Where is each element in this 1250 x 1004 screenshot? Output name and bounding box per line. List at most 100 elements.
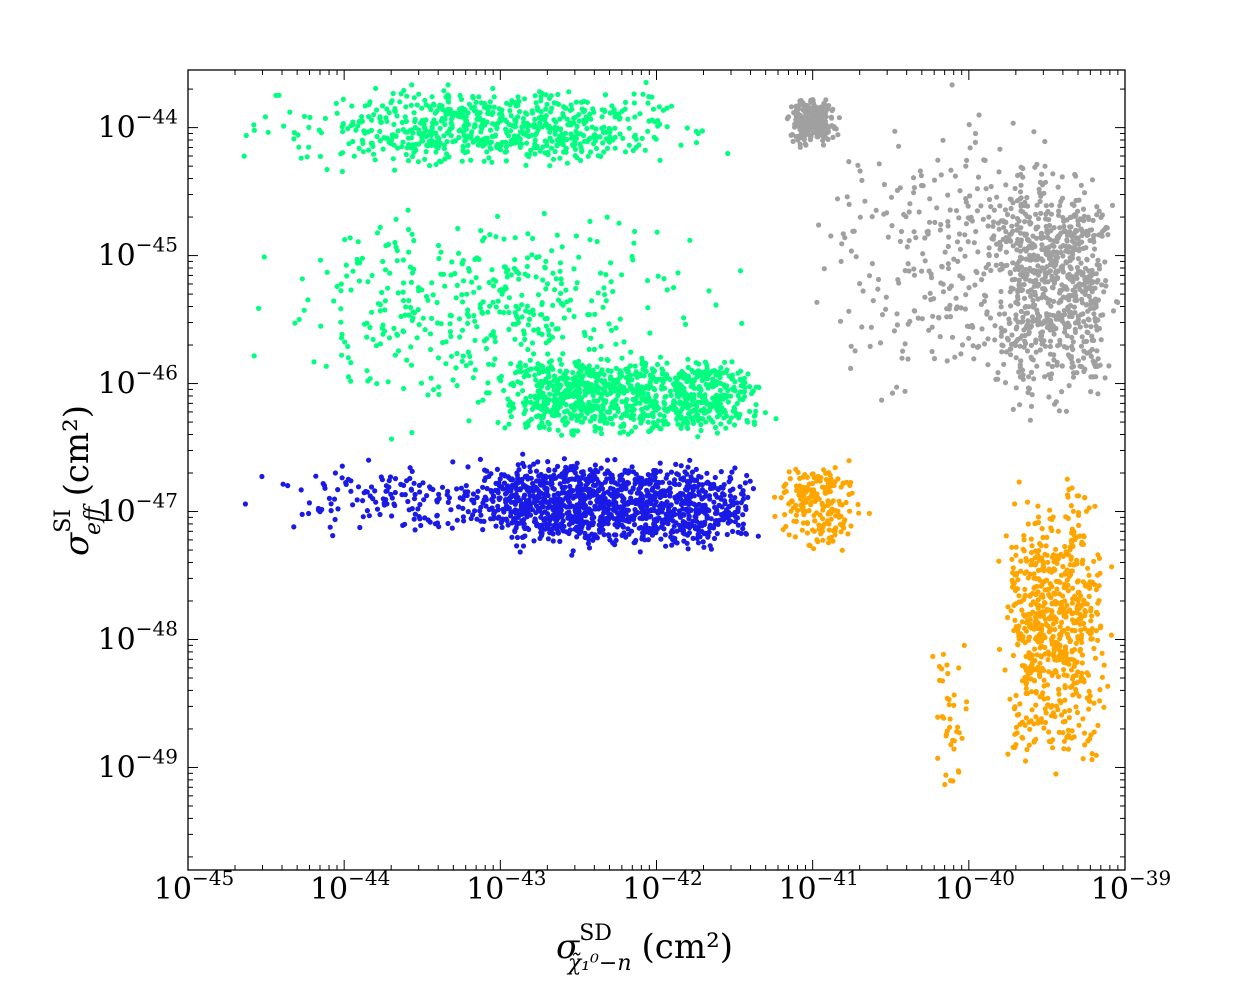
point-series-2-cluster-1 [596, 522, 602, 528]
point-series-0-cluster-2 [526, 373, 532, 379]
point-series-0-cluster-1 [406, 249, 412, 255]
point-series-1-cluster-2 [1008, 341, 1015, 347]
point-series-0-cluster-2 [682, 394, 688, 401]
point-series-2-cluster-1 [673, 461, 679, 467]
point-series-2-cluster-1 [558, 521, 565, 527]
point-series-1-cluster-2 [1019, 333, 1025, 339]
point-series-0-cluster-1 [347, 235, 353, 241]
point-series-0-cluster-2 [591, 416, 597, 422]
point-series-2-cluster-0 [298, 487, 304, 493]
point-series-3-cluster-0 [825, 540, 832, 546]
point-series-1-cluster-2 [1027, 278, 1033, 284]
point-series-1-cluster-2 [1079, 282, 1086, 288]
point-series-1-cluster-1 [962, 232, 968, 238]
point-series-1-cluster-2 [1077, 363, 1083, 369]
point-series-0-cluster-0 [433, 130, 439, 136]
point-series-3-cluster-0 [848, 523, 854, 529]
point-series-2-cluster-0 [468, 515, 474, 522]
point-series-0-cluster-2 [566, 385, 573, 391]
point-series-2-cluster-1 [492, 509, 498, 515]
point-series-1-cluster-2 [1088, 269, 1094, 275]
point-series-0-cluster-0 [626, 125, 632, 131]
point-series-0-cluster-1 [348, 378, 354, 384]
point-series-2-cluster-0 [470, 491, 476, 497]
point-series-0-cluster-2 [726, 419, 732, 425]
point-series-2-cluster-1 [533, 510, 539, 516]
point-series-1-cluster-1 [945, 261, 951, 267]
point-series-2-cluster-1 [677, 514, 684, 520]
point-series-1-cluster-2 [1034, 363, 1040, 369]
point-series-2-cluster-1 [517, 549, 523, 555]
point-series-1-cluster-0 [830, 134, 836, 140]
point-series-0-cluster-0 [554, 143, 560, 149]
point-series-1-cluster-2 [1075, 208, 1081, 214]
point-series-1-cluster-2 [1092, 359, 1098, 365]
point-series-1-cluster-2 [1047, 318, 1054, 324]
point-series-1-cluster-2 [1035, 263, 1041, 269]
point-series-0-cluster-2 [521, 410, 527, 417]
point-series-1-cluster-2 [1089, 346, 1095, 353]
point-series-0-cluster-1 [404, 357, 410, 363]
point-series-0-cluster-0 [588, 149, 594, 155]
point-series-0-cluster-2 [718, 421, 724, 427]
point-series-0-cluster-0 [572, 153, 578, 159]
point-series-0-cluster-1 [664, 287, 670, 293]
point-series-0-cluster-0 [304, 154, 310, 160]
point-series-2-cluster-1 [695, 510, 702, 516]
point-series-0-cluster-1 [354, 256, 360, 262]
point-series-0-cluster-2 [583, 383, 589, 389]
point-series-1-cluster-1 [913, 235, 919, 241]
point-series-0-cluster-2 [615, 380, 621, 386]
point-series-2-cluster-0 [374, 506, 381, 512]
point-series-2-cluster-1 [559, 512, 566, 518]
point-series-1-cluster-1 [828, 233, 834, 239]
point-series-0-cluster-1 [508, 361, 514, 367]
point-series-0-cluster-2 [506, 421, 512, 427]
point-series-1-cluster-2 [995, 370, 1001, 376]
point-series-2-cluster-1 [621, 530, 627, 536]
point-series-0-cluster-1 [589, 298, 595, 304]
point-series-0-cluster-1 [450, 377, 456, 383]
point-series-0-cluster-2 [694, 403, 700, 410]
point-series-0-cluster-0 [457, 127, 463, 133]
point-series-1-cluster-1 [988, 267, 994, 274]
point-series-0-cluster-2 [681, 372, 687, 378]
point-series-0-cluster-1 [550, 302, 556, 308]
point-series-1-cluster-1 [889, 223, 895, 229]
point-series-0-cluster-0 [551, 100, 557, 106]
point-series-0-cluster-0 [418, 120, 424, 126]
point-series-0-cluster-2 [734, 400, 740, 407]
point-series-0-cluster-1 [392, 239, 398, 246]
point-series-0-cluster-0 [518, 141, 525, 147]
point-series-0-cluster-2 [608, 404, 614, 411]
point-series-1-cluster-2 [1094, 348, 1100, 354]
point-series-1-cluster-2 [1047, 252, 1053, 258]
point-series-0-cluster-0 [639, 135, 645, 141]
point-series-1-cluster-2 [1073, 173, 1079, 179]
point-series-0-cluster-2 [694, 368, 701, 375]
point-series-0-cluster-0 [490, 121, 496, 127]
point-series-1-cluster-2 [1024, 348, 1031, 354]
point-series-2-cluster-1 [649, 487, 655, 493]
point-series-1-cluster-2 [1085, 232, 1091, 238]
point-series-1-cluster-1 [929, 324, 935, 330]
point-series-2-cluster-0 [450, 459, 456, 465]
point-series-2-cluster-1 [637, 549, 643, 555]
point-series-0-cluster-0 [548, 145, 555, 151]
point-series-1-cluster-2 [1003, 249, 1010, 255]
point-series-0-cluster-0 [601, 124, 607, 130]
point-series-1-cluster-2 [1039, 171, 1045, 177]
point-series-2-cluster-1 [617, 473, 623, 479]
point-series-0-cluster-1 [617, 316, 623, 322]
point-series-2-cluster-0 [392, 502, 398, 509]
point-series-0-cluster-2 [510, 405, 517, 411]
point-series-0-cluster-1 [621, 339, 627, 345]
point-series-0-cluster-1 [434, 299, 440, 306]
point-series-1-cluster-0 [810, 100, 817, 107]
point-series-1-cluster-2 [1042, 287, 1048, 293]
point-series-0-cluster-0 [587, 111, 593, 117]
point-series-0-cluster-2 [602, 380, 608, 386]
point-series-0-cluster-1 [495, 298, 501, 304]
point-series-3-cluster-0 [826, 500, 832, 506]
point-series-0-cluster-1 [344, 273, 350, 279]
